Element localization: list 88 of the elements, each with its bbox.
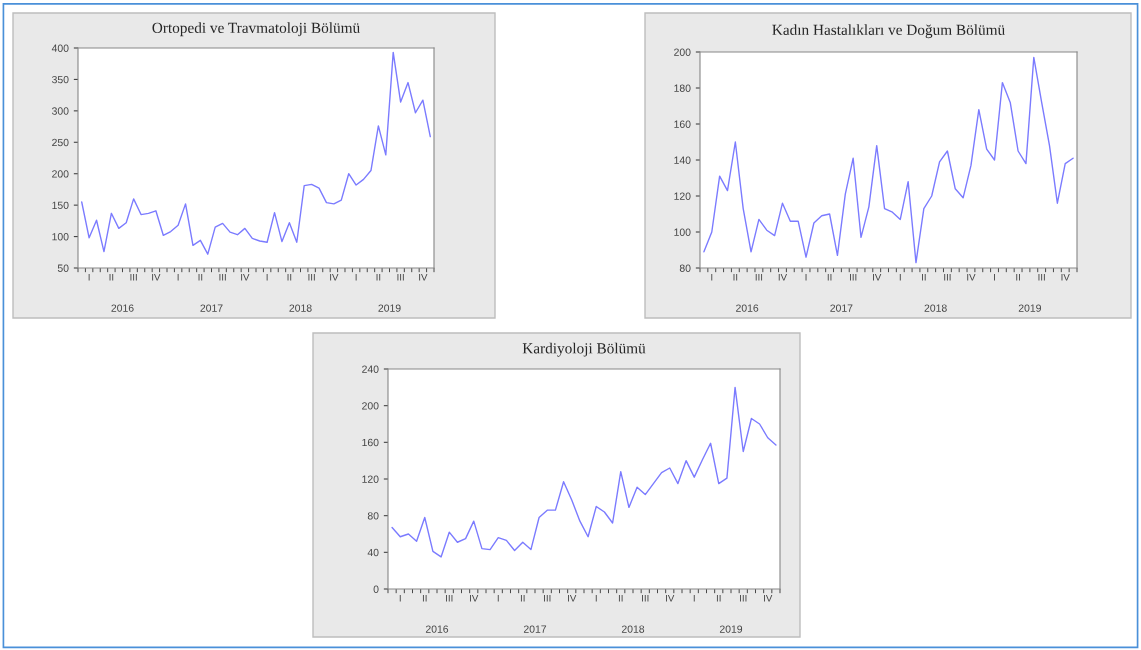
text: 2016 <box>425 625 449 633</box>
x-tick-label: III <box>944 273 951 281</box>
x-tick-label: IV <box>419 273 428 281</box>
x-tick-label: IV <box>330 273 339 281</box>
x-tick-label: III <box>308 273 315 281</box>
x-tick-label: I <box>177 273 179 281</box>
x-tick-label: I <box>355 273 357 281</box>
line-series <box>391 386 777 558</box>
text: 2018 <box>289 304 312 312</box>
text: 2016 <box>111 304 134 312</box>
x-tick-label: IV <box>1061 273 1070 281</box>
text: 2019 <box>378 304 401 312</box>
x-tick-label: III <box>219 273 226 281</box>
text: 2016 <box>736 304 759 312</box>
x-tick-label: II <box>287 273 292 281</box>
x-tick-label: I <box>899 273 901 281</box>
x-tick-label: IV <box>764 594 773 602</box>
x-tick-label: IV <box>967 273 976 281</box>
chart-title: Ortopedi ve Travmatoloji Bölümü <box>152 22 360 37</box>
y-tick-label: 180 <box>674 84 691 92</box>
y-tick-label: 0 <box>373 585 379 593</box>
y-tick-label: 100 <box>674 228 691 236</box>
y-tick-label: 200 <box>362 402 379 410</box>
y-tick-label: 140 <box>674 156 691 164</box>
x-tick-label: I <box>266 273 268 281</box>
x-tick-label: III <box>446 594 453 602</box>
x-tick-label: III <box>642 594 649 602</box>
x-tick-label: III <box>740 594 747 602</box>
x-tick-label: II <box>733 273 738 281</box>
x-tick-label: IV <box>873 273 882 281</box>
x-tick-label: IV <box>778 273 788 281</box>
y-tick-label: 300 <box>51 107 69 115</box>
x-tick-label: I <box>88 273 90 281</box>
chart-title: Kadın Hastalıkları ve Doğum Bölümü <box>772 24 1005 39</box>
text: 2018 <box>621 625 645 633</box>
y-tick-label: 200 <box>674 48 691 56</box>
y-tick-label: 250 <box>52 138 69 147</box>
x-tick-label: IV <box>470 594 479 602</box>
x-tick-label: I <box>805 273 807 281</box>
x-tick-label: II <box>376 273 381 281</box>
x-tick-label: II <box>109 273 114 281</box>
y-tick-label: 350 <box>51 75 69 84</box>
x-tick-label: II <box>1016 273 1020 281</box>
x-tick-label: II <box>827 273 832 281</box>
x-tick-label: III <box>544 594 551 602</box>
x-tick-label: II <box>198 273 203 281</box>
x-tick-label: II <box>922 273 926 281</box>
x-tick-label: IV <box>241 273 250 281</box>
text: 2017 <box>523 625 547 633</box>
chart-title: Kardiyoloji Bölümü <box>522 342 646 357</box>
x-tick-label: II <box>716 594 721 602</box>
x-tick-label: I <box>595 594 597 602</box>
x-tick-label: IV <box>666 594 675 602</box>
y-tick-label: 400 <box>51 44 69 52</box>
x-tick-label: I <box>497 594 499 602</box>
x-tick-label: III <box>850 273 857 281</box>
y-tick-label: 160 <box>362 438 379 447</box>
y-tick-label: 100 <box>52 233 69 241</box>
text: 2017 <box>200 304 223 312</box>
y-tick-label: 240 <box>362 365 379 373</box>
x-tick-label: I <box>693 594 695 602</box>
text: 2017 <box>830 304 853 312</box>
y-tick-label: 120 <box>362 475 379 483</box>
text: 2019 <box>1018 304 1041 312</box>
line-series <box>81 51 431 255</box>
x-tick-label: IV <box>152 273 161 281</box>
y-tick-label: 200 <box>52 170 69 178</box>
x-tick-label: I <box>994 273 995 281</box>
x-tick-label: II <box>618 594 623 602</box>
x-tick-label: III <box>755 273 763 281</box>
line-series <box>703 56 1074 264</box>
y-tick-label: 80 <box>679 264 691 272</box>
text: 2018 <box>924 304 947 312</box>
y-tick-label: 120 <box>674 192 691 200</box>
x-tick-label: I <box>711 273 713 281</box>
y-tick-label: 150 <box>52 201 69 210</box>
x-tick-label: III <box>397 273 404 281</box>
y-tick-label: 80 <box>367 512 379 520</box>
y-tick-label: 40 <box>367 548 379 557</box>
y-tick-label: 50 <box>57 264 69 272</box>
text: 2019 <box>719 625 743 633</box>
x-tick-label: II <box>520 594 525 602</box>
y-tick-label: 160 <box>674 120 691 128</box>
x-tick-label: I <box>399 594 401 602</box>
x-tick-label: IV <box>568 594 577 602</box>
x-tick-label: II <box>422 594 427 602</box>
x-tick-label: III <box>1038 273 1045 281</box>
x-tick-label: III <box>130 273 137 281</box>
